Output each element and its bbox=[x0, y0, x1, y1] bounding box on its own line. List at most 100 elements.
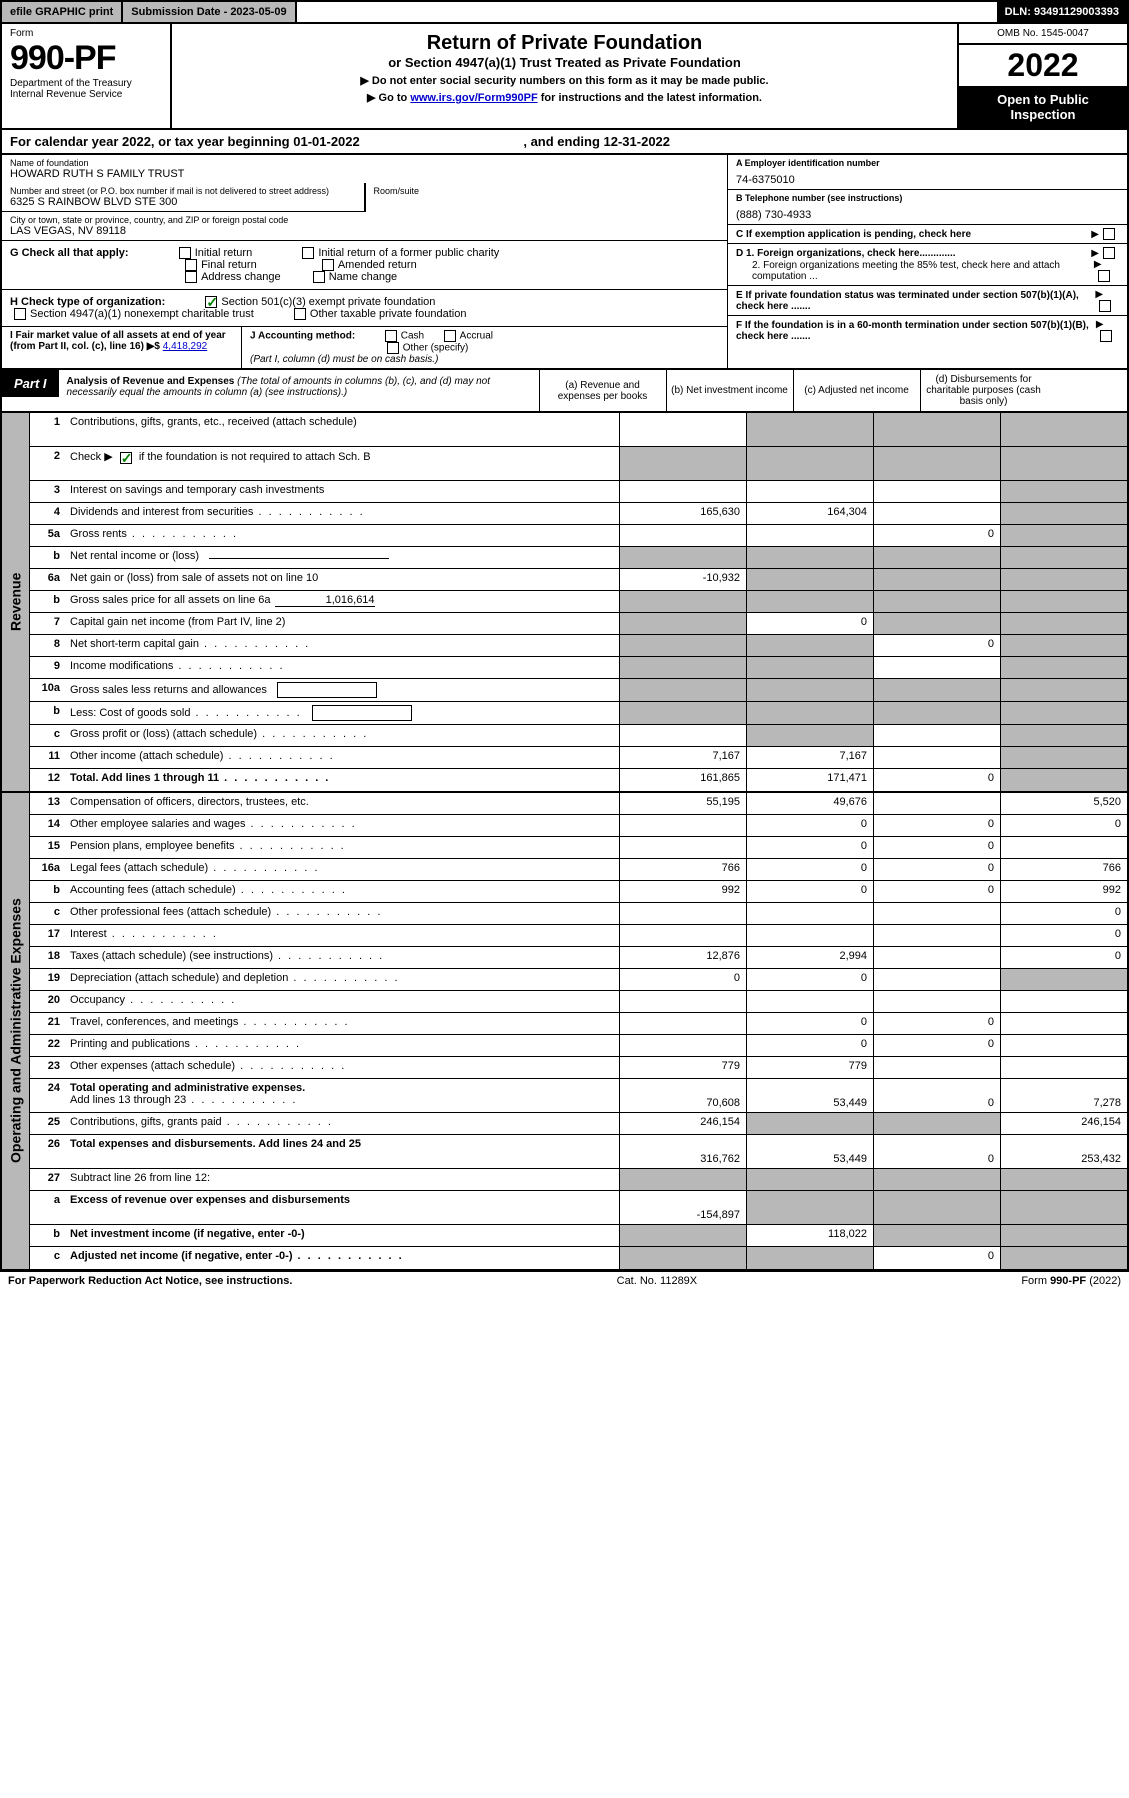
name-label: Name of foundation bbox=[10, 158, 719, 168]
line-27a: Excess of revenue over expenses and disb… bbox=[66, 1191, 619, 1224]
cb-amended[interactable] bbox=[322, 259, 334, 271]
expenses-table: Operating and Administrative Expenses 13… bbox=[0, 793, 1129, 1271]
dept-irs: Internal Revenue Service bbox=[10, 89, 162, 100]
form-number: 990-PF bbox=[10, 39, 162, 78]
section-e: E If private foundation status was termi… bbox=[736, 290, 1095, 312]
line-10a: Gross sales less returns and allowances bbox=[66, 679, 619, 701]
addr-label: Number and street (or P.O. box number if… bbox=[10, 186, 356, 196]
line-27: Subtract line 26 from line 12: bbox=[66, 1169, 619, 1190]
omb-number: OMB No. 1545-0047 bbox=[959, 24, 1127, 45]
page-footer: For Paperwork Reduction Act Notice, see … bbox=[0, 1271, 1129, 1290]
line-10b: Less: Cost of goods sold bbox=[66, 702, 619, 724]
cb-initial-former[interactable] bbox=[302, 247, 314, 259]
line-19: Depreciation (attach schedule) and deple… bbox=[66, 969, 619, 990]
line-20: Occupancy bbox=[66, 991, 619, 1012]
line-22: Printing and publications bbox=[66, 1035, 619, 1056]
cb-final[interactable] bbox=[185, 259, 197, 271]
form-subtitle: or Section 4947(a)(1) Trust Treated as P… bbox=[184, 55, 945, 70]
cb-name-change[interactable] bbox=[313, 271, 325, 283]
cb-f[interactable] bbox=[1100, 330, 1112, 342]
section-d1: D 1. Foreign organizations, check here..… bbox=[736, 248, 956, 259]
fmv-value[interactable]: 4,418,292 bbox=[163, 341, 208, 352]
top-bar: efile GRAPHIC print Submission Date - 20… bbox=[0, 0, 1129, 24]
line-10c: Gross profit or (loss) (attach schedule) bbox=[66, 725, 619, 746]
line-16b: Accounting fees (attach schedule) bbox=[66, 881, 619, 902]
form-title: Return of Private Foundation bbox=[184, 32, 945, 55]
line-24: Total operating and administrative expen… bbox=[66, 1079, 619, 1112]
section-c: C If exemption application is pending, c… bbox=[736, 229, 971, 240]
line-27b: Net investment income (if negative, ente… bbox=[66, 1225, 619, 1246]
header-left: Form 990-PF Department of the Treasury I… bbox=[2, 24, 172, 128]
dept-treasury: Department of the Treasury bbox=[10, 78, 162, 89]
irs-link[interactable]: www.irs.gov/Form990PF bbox=[410, 92, 537, 104]
line-14: Other employee salaries and wages bbox=[66, 815, 619, 836]
line-15: Pension plans, employee benefits bbox=[66, 837, 619, 858]
line-25: Contributions, gifts, grants paid bbox=[66, 1113, 619, 1134]
cb-other-taxable[interactable] bbox=[294, 308, 306, 320]
cb-d2[interactable] bbox=[1098, 270, 1110, 282]
line-2: Check ▶ if the foundation is not require… bbox=[66, 447, 619, 480]
section-d2: 2. Foreign organizations meeting the 85%… bbox=[752, 260, 1094, 282]
cb-accrual[interactable] bbox=[444, 330, 456, 342]
col-c-header: (c) Adjusted net income bbox=[793, 370, 920, 411]
expenses-side-label: Operating and Administrative Expenses bbox=[2, 793, 30, 1269]
instruction-1: ▶ Do not enter social security numbers o… bbox=[184, 74, 945, 87]
line-5b: Net rental income or (loss) bbox=[66, 547, 619, 568]
cb-pending[interactable] bbox=[1103, 228, 1115, 240]
part-i-header: Part I Analysis of Revenue and Expenses … bbox=[0, 370, 1129, 413]
line-1: Contributions, gifts, grants, etc., rece… bbox=[66, 413, 619, 446]
line-21: Travel, conferences, and meetings bbox=[66, 1013, 619, 1034]
room-label: Room/suite bbox=[374, 186, 720, 196]
line-16a: Legal fees (attach schedule) bbox=[66, 859, 619, 880]
footer-left: For Paperwork Reduction Act Notice, see … bbox=[8, 1275, 292, 1287]
section-h: H Check type of organization: Section 50… bbox=[2, 290, 727, 327]
instruction-2: ▶ Go to www.irs.gov/Form990PF for instru… bbox=[184, 91, 945, 104]
tax-year: 2022 bbox=[959, 45, 1127, 86]
section-g: G Check all that apply: Initial return I… bbox=[2, 241, 727, 290]
cb-sch-b[interactable] bbox=[120, 452, 132, 464]
form-label: Form bbox=[10, 28, 162, 39]
part-label: Part I bbox=[2, 370, 59, 397]
cb-other-method[interactable] bbox=[387, 342, 399, 354]
line-23: Other expenses (attach schedule) bbox=[66, 1057, 619, 1078]
foundation-name: HOWARD RUTH S FAMILY TRUST bbox=[10, 168, 719, 180]
line-18: Taxes (attach schedule) (see instruction… bbox=[66, 947, 619, 968]
line-16c: Other professional fees (attach schedule… bbox=[66, 903, 619, 924]
ein-label: A Employer identification number bbox=[736, 158, 1119, 168]
cb-initial[interactable] bbox=[179, 247, 191, 259]
line-27c: Adjusted net income (if negative, enter … bbox=[66, 1247, 619, 1269]
analysis-desc: Analysis of Revenue and Expenses (The to… bbox=[59, 370, 539, 411]
info-block: Name of foundation HOWARD RUTH S FAMILY … bbox=[0, 155, 1129, 370]
line-13: Compensation of officers, directors, tru… bbox=[66, 793, 619, 814]
j-note: (Part I, column (d) must be on cash basi… bbox=[250, 354, 438, 365]
footer-right: Form 990-PF (2022) bbox=[1021, 1275, 1121, 1287]
revenue-side-label: Revenue bbox=[2, 413, 30, 791]
line-6a: Net gain or (loss) from sale of assets n… bbox=[66, 569, 619, 590]
cb-501c3[interactable] bbox=[205, 296, 217, 308]
cb-d1[interactable] bbox=[1103, 247, 1115, 259]
header-right: OMB No. 1545-0047 2022 Open to Public In… bbox=[957, 24, 1127, 128]
city-label: City or town, state or province, country… bbox=[10, 215, 719, 225]
line-8: Net short-term capital gain bbox=[66, 635, 619, 656]
line-11: Other income (attach schedule) bbox=[66, 747, 619, 768]
line-5a: Gross rents bbox=[66, 525, 619, 546]
col-a-header: (a) Revenue and expenses per books bbox=[539, 370, 666, 411]
line-3: Interest on savings and temporary cash i… bbox=[66, 481, 619, 502]
cb-cash[interactable] bbox=[385, 330, 397, 342]
line-26: Total expenses and disbursements. Add li… bbox=[66, 1135, 619, 1168]
line-4: Dividends and interest from securities bbox=[66, 503, 619, 524]
ein: 74-6375010 bbox=[736, 168, 1119, 186]
section-f: F If the foundation is in a 60-month ter… bbox=[736, 320, 1096, 342]
address: 6325 S RAINBOW BLVD STE 300 bbox=[10, 196, 356, 208]
cb-e[interactable] bbox=[1099, 300, 1111, 312]
city: LAS VEGAS, NV 89118 bbox=[10, 225, 719, 237]
line-9: Income modifications bbox=[66, 657, 619, 678]
cb-address[interactable] bbox=[185, 271, 197, 283]
cb-4947[interactable] bbox=[14, 308, 26, 320]
form-header: Form 990-PF Department of the Treasury I… bbox=[0, 24, 1129, 130]
footer-center: Cat. No. 11289X bbox=[617, 1275, 698, 1287]
line-12: Total. Add lines 1 through 11 bbox=[66, 769, 619, 791]
line-7: Capital gain net income (from Part IV, l… bbox=[66, 613, 619, 634]
col-d-header: (d) Disbursements for charitable purpose… bbox=[920, 370, 1047, 411]
header-center: Return of Private Foundation or Section … bbox=[172, 24, 957, 128]
